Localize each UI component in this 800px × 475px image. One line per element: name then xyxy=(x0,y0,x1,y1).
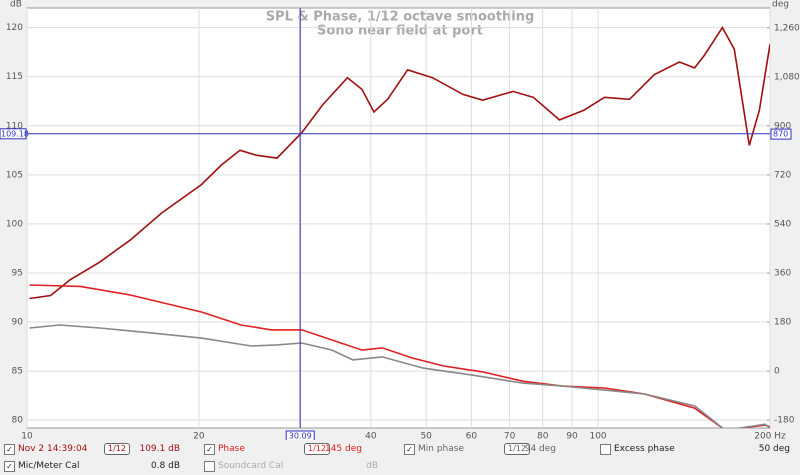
y2-tick-label: 360 xyxy=(774,269,791,279)
y2-tick-label: 900 xyxy=(774,121,791,131)
legend-label: Mic/Meter Cal xyxy=(18,461,80,471)
series-group xyxy=(29,26,770,428)
y2-tick-label: 0 xyxy=(774,367,780,377)
x-tick-label: 200 Hz xyxy=(754,432,786,441)
y2-tick-label: 1,260 xyxy=(774,23,800,33)
legend-value: dB xyxy=(366,461,378,471)
checkbox[interactable] xyxy=(600,444,611,455)
series-line xyxy=(29,26,770,300)
legend-label: Nov 2 14:39:04 xyxy=(18,444,88,454)
legend-panel: ✓ Nov 2 14:39:04 1/12 109.1 dB ✓ Phase 1/12 145… xyxy=(0,440,800,475)
x-tick-label: 100 xyxy=(589,432,606,441)
x-tick-label: 10 xyxy=(21,432,33,441)
y2-tick-label: 540 xyxy=(774,219,791,229)
smoothing-box: 1/12 xyxy=(504,443,530,455)
y2-tick-label: 720 xyxy=(774,170,791,180)
chart-title: SPL & Phase, 1/12 octave smoothing xyxy=(266,10,535,25)
checkbox[interactable]: ✓ xyxy=(404,444,415,455)
checkbox[interactable]: ✓ xyxy=(4,461,15,472)
smoothing-box: 1/12 xyxy=(104,443,130,455)
y2-tick-label: -180 xyxy=(774,416,795,426)
series-line xyxy=(29,324,770,428)
chart: SPL & Phase, 1/12 octave smoothing Sono … xyxy=(0,0,800,440)
x-tick-label: 20 xyxy=(193,432,205,441)
y-tick-label: 95 xyxy=(12,268,23,278)
legend-label: Soundcard Cal xyxy=(218,461,284,471)
y-tick-label: 100 xyxy=(6,219,23,229)
legend-value: 0.8 dB xyxy=(150,461,180,471)
y2-tick-label: 180 xyxy=(774,318,791,328)
y-tick-label: 110 xyxy=(6,121,23,131)
cursor-label-box xyxy=(285,430,315,440)
y-tick-label: 115 xyxy=(6,72,23,82)
y-tick-label: 120 xyxy=(6,23,23,33)
checkbox[interactable]: ✓ xyxy=(4,444,15,455)
y-tick-label: 80 xyxy=(12,416,24,426)
checkbox[interactable]: ✓ xyxy=(204,444,215,455)
cursor-label-box xyxy=(0,128,27,140)
x-tick-label: 40 xyxy=(365,432,377,441)
cursor-y2-label: 870 xyxy=(773,130,788,139)
legend-label: Min phase xyxy=(418,444,464,454)
y-tick-label: 90 xyxy=(12,318,24,328)
x-tick-label: 80 xyxy=(537,432,549,441)
x-tick-label: 70 xyxy=(504,432,516,441)
y2-tick-label: 1,080 xyxy=(774,72,800,82)
legend-value: 50 deg xyxy=(758,444,790,454)
legend-label: Phase xyxy=(218,444,245,454)
cursor-y-label: 109.18 xyxy=(1,129,29,138)
legend-value: 94 deg xyxy=(524,444,556,454)
x-tick-label: 50 xyxy=(420,432,432,441)
x-tick-label: 60 xyxy=(466,432,478,441)
series-line xyxy=(29,284,770,428)
y-tick-label: 105 xyxy=(6,170,23,180)
chart-subtitle: Sono near field at port xyxy=(317,24,483,39)
legend-label: Excess phase xyxy=(614,444,675,454)
smoothing-box: 1/12 xyxy=(304,443,330,455)
cursor-x-label: 30.09 xyxy=(289,432,312,441)
y-axis-label: dB xyxy=(10,0,22,10)
legend-value: 109.1 dB xyxy=(139,444,180,454)
legend-value: 145 deg xyxy=(324,444,362,454)
y2-axis-label: deg xyxy=(772,0,789,10)
plot-area xyxy=(26,7,771,429)
cursor-label-box xyxy=(770,128,792,140)
x-tick-label: 90 xyxy=(566,432,578,441)
y-tick-label: 85 xyxy=(12,367,23,377)
checkbox[interactable] xyxy=(204,461,215,472)
